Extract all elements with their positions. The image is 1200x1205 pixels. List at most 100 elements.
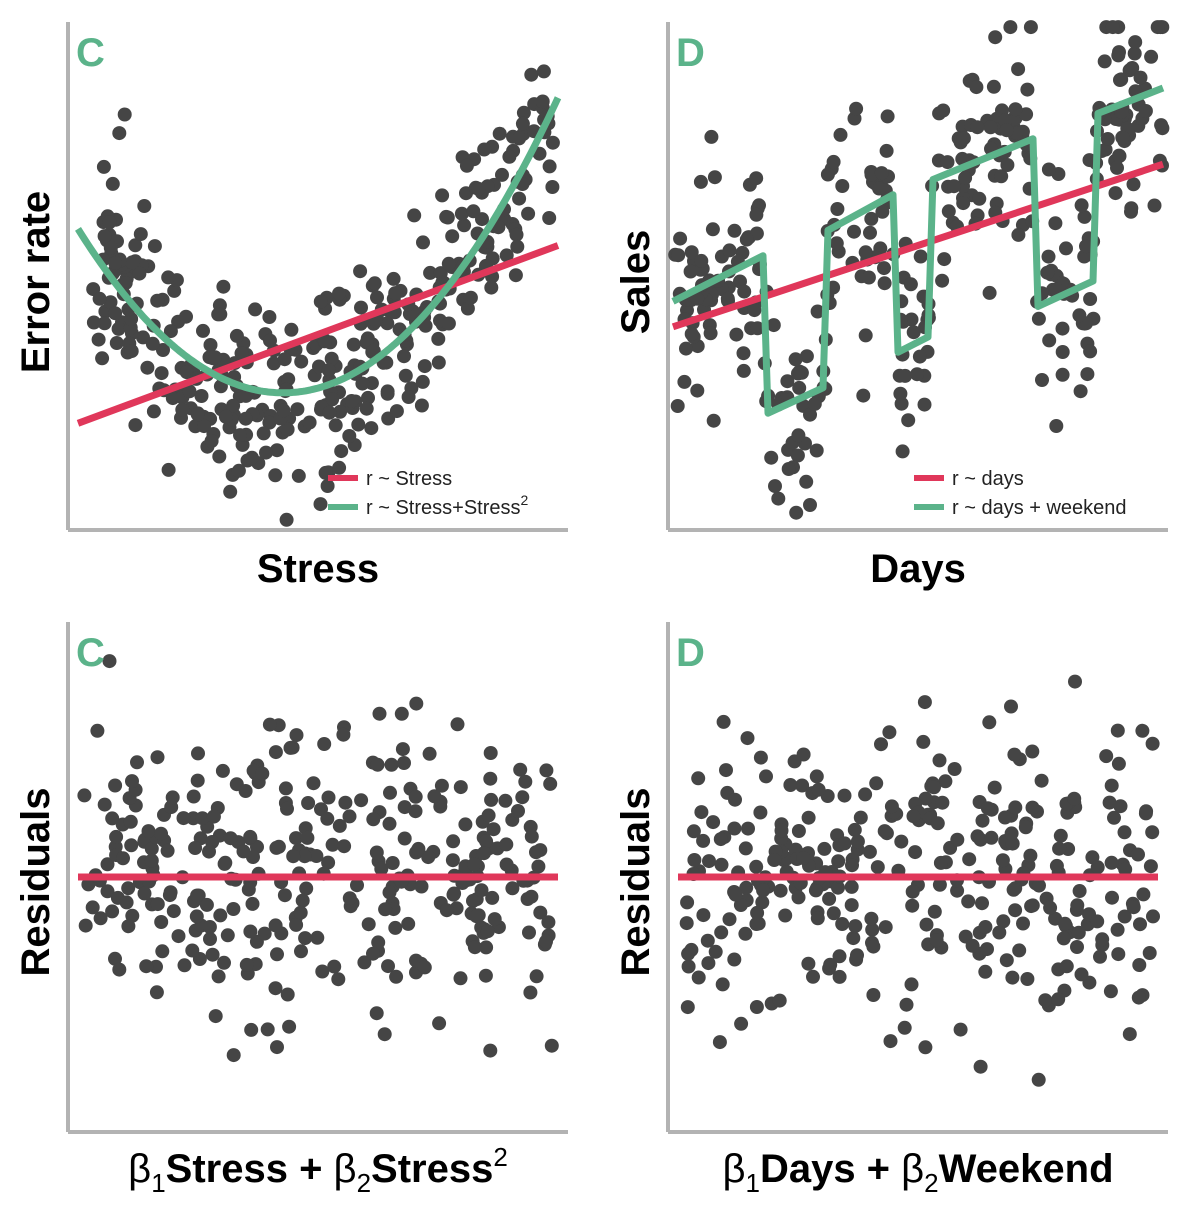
scatter-point: [850, 948, 864, 963]
scatter-point: [1083, 292, 1098, 306]
scatter-point: [1056, 931, 1071, 946]
scatter-point: [270, 443, 284, 458]
scatter-point: [728, 887, 743, 902]
scatter-point: [956, 131, 971, 146]
scatter-point: [1122, 1027, 1137, 1042]
scatter-point: [774, 823, 789, 838]
scatter-point: [1138, 806, 1153, 821]
scatter-point: [195, 811, 210, 826]
scatter-point: [414, 398, 429, 413]
scatter-point: [276, 403, 291, 418]
scatter-point: [844, 898, 859, 913]
scatter-point: [829, 236, 844, 251]
scatter-point: [366, 946, 380, 961]
scatter-point: [978, 964, 993, 979]
scatter-point: [1070, 940, 1084, 954]
scatter-point: [524, 67, 539, 82]
scatter-point: [941, 204, 956, 219]
y-axis-label: Residuals: [14, 788, 58, 977]
scatter-point: [801, 810, 816, 825]
scatter-point: [105, 176, 120, 191]
scatter-point: [1145, 825, 1160, 840]
scatter-point: [864, 211, 879, 226]
scatter-point: [845, 858, 859, 873]
scatter-point: [226, 902, 241, 916]
scatter-point: [790, 448, 805, 463]
scatter-point: [927, 904, 942, 919]
scatter-point: [708, 944, 723, 959]
scatter-point: [965, 938, 980, 953]
scatter-point: [877, 824, 892, 839]
scatter-point: [1102, 795, 1117, 810]
scatter-point: [144, 841, 159, 856]
scatter-point: [542, 159, 557, 174]
scatter-point: [1059, 241, 1073, 256]
scatter-point: [117, 107, 132, 122]
scatter-point: [866, 939, 881, 954]
scatter-point: [124, 838, 139, 853]
scatter-point: [913, 249, 928, 264]
scatter-point: [223, 484, 238, 499]
scatter-point: [342, 891, 357, 906]
scatter-point: [1072, 308, 1087, 323]
scatter-point: [739, 880, 754, 895]
scatter-point: [1126, 900, 1141, 915]
scatter-point: [826, 906, 841, 921]
scatter-point: [522, 925, 536, 940]
scatter-point: [701, 956, 716, 971]
scatter-point: [1099, 749, 1114, 764]
scatter-point: [397, 800, 412, 815]
scatter-point: [431, 331, 446, 346]
scatter-point: [849, 101, 864, 116]
scatter-point: [293, 905, 308, 920]
scatter-point: [331, 972, 346, 987]
scatter-point: [789, 505, 804, 520]
scatter-point: [927, 780, 941, 795]
scatter-point: [1111, 48, 1126, 63]
scatter-point: [160, 843, 175, 858]
scatter-point: [196, 323, 210, 338]
scatter-point: [1041, 162, 1056, 177]
scatter-point: [932, 877, 947, 892]
scatter-point: [539, 763, 554, 778]
scatter-point: [1131, 990, 1146, 1005]
scatter-point: [177, 958, 192, 973]
scatter-point: [1104, 778, 1119, 793]
scatter-point: [1146, 909, 1160, 924]
scatter-point: [1133, 70, 1148, 85]
scatter-point: [289, 831, 303, 846]
scatter-point: [1031, 1072, 1046, 1087]
scatter-point: [121, 919, 136, 934]
scatter-point: [728, 792, 742, 807]
scatter-point: [191, 746, 205, 761]
legend-entry: r ~ Stress+Stress2: [366, 492, 529, 519]
scatter-point: [90, 723, 105, 738]
scatter-point: [680, 1000, 695, 1015]
scatter-point: [389, 404, 404, 419]
scatter-point: [445, 229, 460, 244]
scatter-point: [182, 384, 197, 399]
scatter-point: [478, 968, 493, 983]
scatter-point: [684, 245, 699, 260]
scatter-point: [342, 809, 357, 824]
scatter-point: [401, 390, 416, 404]
scatter-point: [714, 857, 729, 872]
scatter-point: [213, 908, 228, 923]
scatter-point: [244, 450, 259, 465]
scatter-points: [86, 64, 560, 527]
scatter-point: [439, 209, 454, 224]
scatter-point: [175, 402, 190, 417]
scatter-point: [435, 188, 450, 203]
scatter-point: [970, 120, 985, 135]
scatter-point: [337, 839, 352, 854]
scatter-point: [846, 931, 861, 946]
scatter-point: [280, 801, 294, 816]
scatter-point: [218, 409, 233, 424]
chart-panel-4: D Residuals β1Days + β2Weekend: [614, 622, 1168, 1198]
scatter-point: [877, 261, 891, 276]
scatter-point: [377, 1027, 392, 1042]
scatter-point: [344, 394, 359, 408]
scatter-point: [1049, 419, 1064, 433]
scatter-point: [683, 264, 698, 279]
